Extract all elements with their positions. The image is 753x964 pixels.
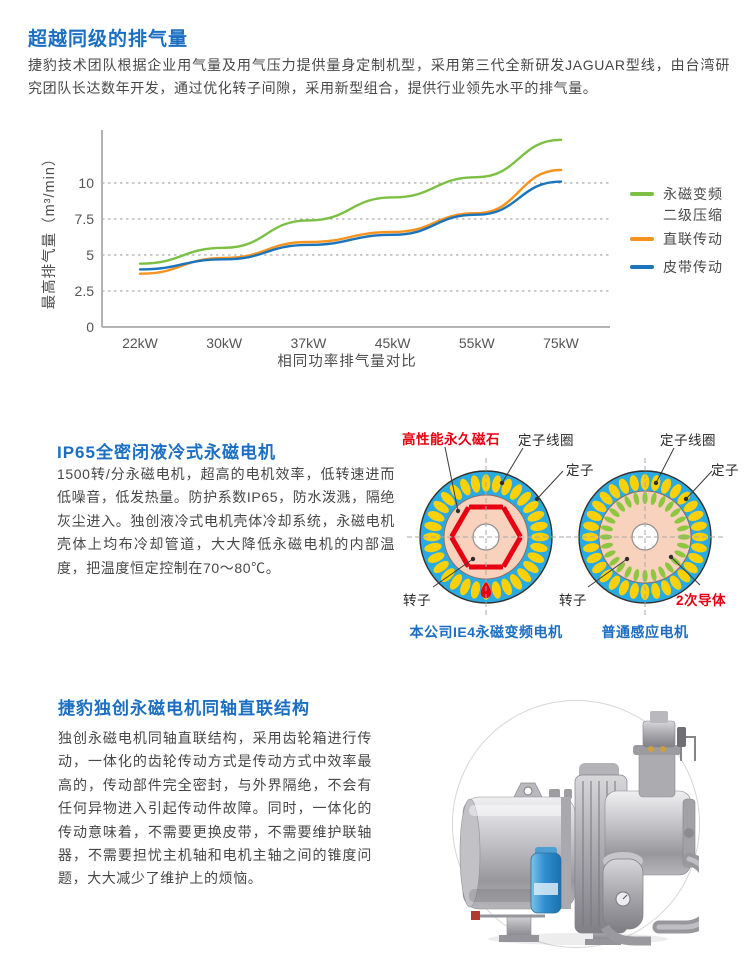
compressor-illustration	[459, 711, 699, 946]
crosshair	[407, 458, 565, 616]
section2-paragraph: 1500转/分永磁电机，超高的电机效率，低转速进而低噪音，低发热量。防护系数IP…	[57, 466, 395, 576]
displacement-chart: 10 7.5 5 2.5 0 22kW 30kW 37kW 45kW 55kW …	[41, 130, 610, 370]
legend-swatch-orange	[630, 237, 654, 241]
crosshair	[566, 458, 724, 616]
series-lines	[138, 138, 563, 275]
x-tick-labels: 22kW 30kW 37kW 45kW 55kW 75kW	[122, 335, 580, 351]
legend-label-line: 永磁变频	[663, 186, 723, 202]
label-magnet: 高性能永久磁石	[402, 432, 500, 447]
section1-title: 超越同级的排气量	[28, 29, 189, 50]
y-tick: 5	[86, 247, 94, 263]
y-tick: 7.5	[75, 211, 95, 227]
legend-item-belt: 皮带传动	[630, 257, 723, 278]
x-tick: 37kW	[291, 335, 328, 351]
x-tick: 55kW	[459, 335, 496, 351]
legend-label-line: 二级压缩	[663, 207, 723, 223]
section2-title: IP65全密闭液冷式永磁电机	[57, 443, 276, 462]
legend-item-pm: 永磁变频 二级压缩	[630, 184, 723, 226]
x-tick: 75kW	[543, 335, 580, 351]
legend-swatch-blue	[630, 265, 654, 269]
label-stator-coil-left: 定子线圈	[518, 433, 574, 448]
label-stator-right: 定子	[711, 463, 739, 478]
y-tick: 10	[78, 175, 94, 191]
x-tick: 30kW	[206, 335, 243, 351]
legend-label: 永磁变频 二级压缩	[663, 184, 723, 226]
x-tick: 22kW	[122, 335, 159, 351]
y-tick-labels: 10 7.5 5 2.5 0	[75, 175, 95, 335]
label-conductor: 2次导体	[676, 593, 727, 608]
induction-motor-caption: 普通感应电机	[601, 624, 689, 640]
compressor-photo	[452, 700, 700, 948]
label-rotor-right: 转子	[559, 593, 587, 608]
y-tick: 2.5	[75, 283, 95, 299]
pm-motor-caption: 本公司IE4永磁变频电机	[409, 624, 563, 640]
series-line-0	[138, 138, 563, 265]
chart-caption: 相同功率排气量对比	[277, 353, 417, 370]
legend-item-direct: 直联传动	[630, 229, 723, 250]
y-axis-label: 最高排气量（m³/min）	[41, 151, 58, 310]
label-stator-left: 定子	[566, 463, 594, 478]
section3-paragraph: 独创永磁电机同轴直联结构，采用齿轮箱进行传动，一体化的齿轮传动方式是传动方式中效…	[58, 730, 372, 887]
section3-title: 捷豹独创永磁电机同轴直联结构	[58, 699, 310, 718]
legend-label: 直联传动	[663, 231, 723, 247]
legend-label: 皮带传动	[663, 259, 723, 275]
label-rotor-left: 转子	[403, 593, 431, 608]
section1-paragraph: 捷豹技术团队根据企业用气量及用气压力提供量身定制机型，采用第三代全新研发JAGU…	[28, 57, 730, 97]
legend-swatch-green	[630, 192, 654, 196]
label-stator-coil-right: 定子线圈	[660, 433, 716, 448]
y-tick: 0	[86, 319, 94, 335]
x-tick: 45kW	[375, 335, 412, 351]
series-line-1	[138, 168, 563, 275]
series-line-2	[138, 180, 563, 271]
